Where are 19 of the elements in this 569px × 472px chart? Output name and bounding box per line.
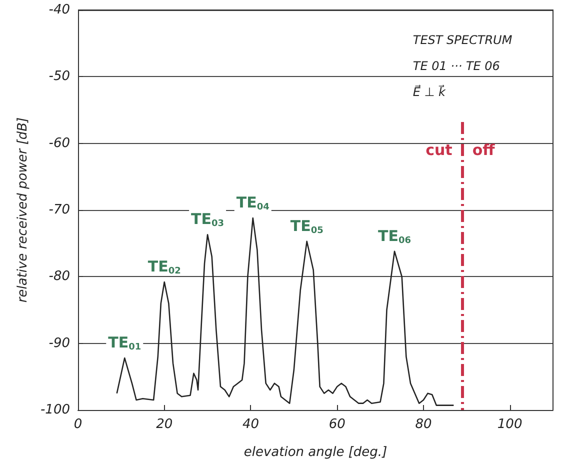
y-tick-label: -70	[48, 202, 70, 218]
annotation: E⃗ ⊥ k⃗	[412, 84, 447, 99]
y-axis-title: relative received power [dB]	[16, 117, 31, 303]
y-tick-label: -90	[48, 336, 70, 351]
x-tick-label: 40	[242, 417, 259, 432]
y-tick-label: -40	[48, 2, 70, 18]
y-tick-label: -100	[40, 402, 70, 418]
annotation: TE 01 ··· TE 06	[412, 59, 500, 73]
y-tick-label: -50	[48, 69, 70, 84]
x-tick-label: 60	[328, 417, 346, 432]
x-tick-label: 20	[156, 417, 173, 432]
x-tick-label: 100	[497, 417, 522, 432]
y-tick-label: -80	[48, 269, 70, 284]
x-tick-label: 0	[74, 417, 82, 432]
text: cut off	[426, 141, 495, 159]
x-tick-label: 80	[415, 417, 432, 432]
x-axis-title: elevation angle [deg.]	[244, 445, 388, 460]
annotation: TEST SPECTRUM	[412, 33, 513, 47]
y-tick-label: -60	[48, 136, 70, 151]
